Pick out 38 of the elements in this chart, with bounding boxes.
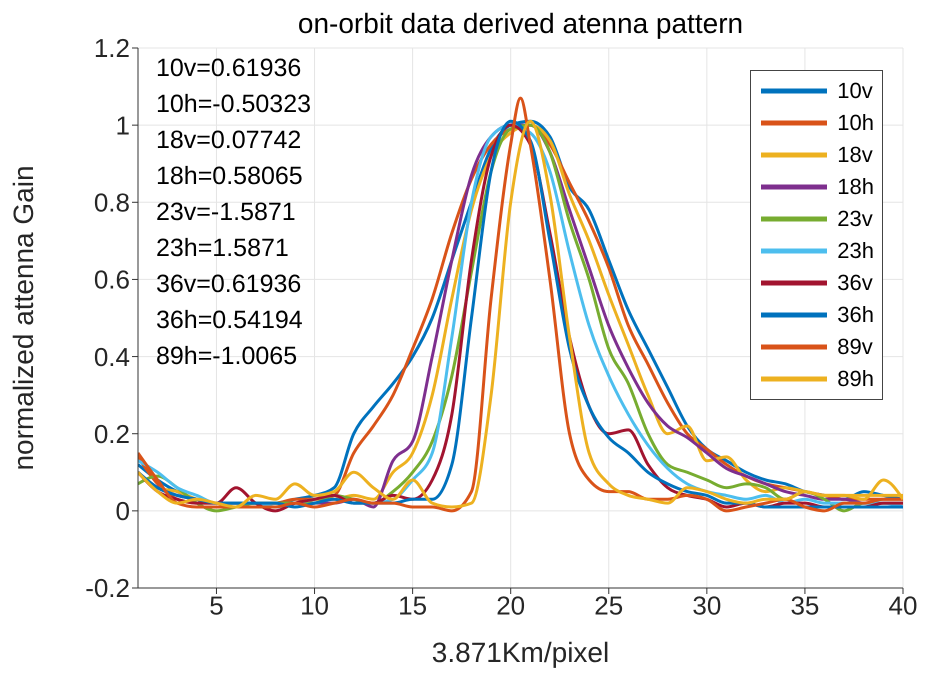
x-tick-label: 10 xyxy=(300,590,329,620)
x-tick-label: 5 xyxy=(209,590,224,620)
y-tick-label: 1 xyxy=(116,110,130,140)
y-axis-title: normalized attenna Gain xyxy=(8,165,39,471)
annotation: 10h=-0.50323 xyxy=(156,89,312,120)
y-tick-label: 0.8 xyxy=(94,188,130,218)
legend-label: 36v xyxy=(837,270,873,296)
x-tick-label: 40 xyxy=(888,590,918,620)
annotation: 36h=0.54194 xyxy=(156,305,304,336)
x-tick-label: 35 xyxy=(790,590,820,620)
annotation: 18h=0.58065 xyxy=(156,161,304,192)
legend-label: 10v xyxy=(837,78,873,104)
annotation: 10v=0.61936 xyxy=(156,53,302,84)
y-tick-label: -0.2 xyxy=(85,573,130,604)
y-tick-label: 1.2 xyxy=(94,33,130,64)
x-axis-title: 3.871Km/pixel xyxy=(432,637,610,668)
legend-label: 89v xyxy=(837,334,873,360)
y-tick-label: 0.6 xyxy=(94,264,130,295)
legend-label: 18v xyxy=(837,142,873,168)
y-tick-label: 0.2 xyxy=(94,418,130,449)
x-tick-label: 15 xyxy=(398,590,428,620)
legend-label: 23v xyxy=(837,206,873,232)
annotation: 18v=0.07742 xyxy=(156,125,302,156)
legend-label: 89h xyxy=(837,366,874,392)
x-tick-label: 20 xyxy=(496,590,526,620)
annotation: 23v=-1.5871 xyxy=(156,197,297,228)
annotation: 36v=0.61936 xyxy=(156,269,302,300)
annotation: 23h=1.5871 xyxy=(156,233,290,264)
y-tick-label: 0 xyxy=(116,496,130,526)
x-tick-label: 30 xyxy=(692,590,722,620)
y-tick-label: 0.4 xyxy=(94,342,130,372)
legend-label: 18h xyxy=(837,174,874,200)
x-tick-label: 25 xyxy=(594,590,624,620)
legend-label: 10h xyxy=(837,110,874,136)
legend-label: 23h xyxy=(837,238,874,264)
chart-title: on-orbit data derived atenna pattern xyxy=(296,8,744,40)
legend-label: 36h xyxy=(837,302,874,328)
annotation: 89h=-1.0065 xyxy=(156,341,298,372)
